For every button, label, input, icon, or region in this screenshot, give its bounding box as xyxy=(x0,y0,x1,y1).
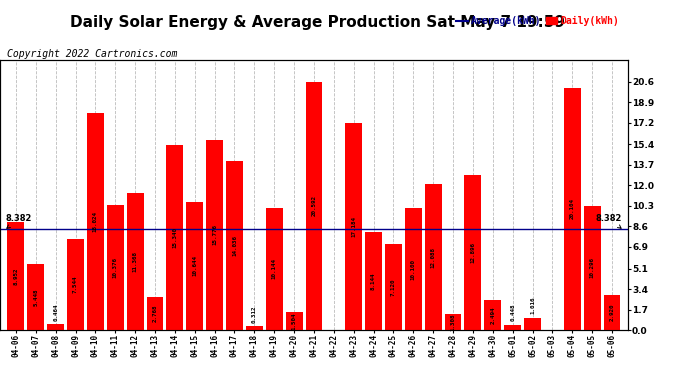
Text: 1.308: 1.308 xyxy=(451,314,455,331)
Bar xyxy=(444,314,462,330)
Text: 15.776: 15.776 xyxy=(212,224,217,245)
Text: 8.144: 8.144 xyxy=(371,272,376,290)
Text: 12.088: 12.088 xyxy=(431,247,435,268)
Text: 10.644: 10.644 xyxy=(193,255,197,276)
Text: 1.016: 1.016 xyxy=(530,297,535,314)
Text: 7.544: 7.544 xyxy=(73,276,78,293)
Text: 10.376: 10.376 xyxy=(112,257,118,278)
Text: 8.382: 8.382 xyxy=(6,214,32,228)
Text: 8.952: 8.952 xyxy=(13,267,19,285)
Bar xyxy=(246,326,263,330)
Text: 18.024: 18.024 xyxy=(93,211,98,232)
Text: 17.184: 17.184 xyxy=(351,216,356,237)
Bar xyxy=(405,208,422,330)
Bar xyxy=(226,161,243,330)
Bar xyxy=(28,264,44,330)
Bar xyxy=(464,174,482,330)
Bar xyxy=(107,205,124,330)
Text: Copyright 2022 Cartronics.com: Copyright 2022 Cartronics.com xyxy=(7,49,177,59)
Bar xyxy=(206,140,223,330)
Text: 14.036: 14.036 xyxy=(232,235,237,256)
Bar xyxy=(166,145,184,330)
Bar xyxy=(504,325,521,330)
Bar xyxy=(186,202,203,330)
Bar xyxy=(8,222,24,330)
Bar xyxy=(47,324,64,330)
Text: 1.504: 1.504 xyxy=(292,312,297,330)
Bar xyxy=(484,300,501,330)
Bar xyxy=(306,82,322,330)
Text: 7.120: 7.120 xyxy=(391,278,396,296)
Text: 10.144: 10.144 xyxy=(272,258,277,279)
Text: 0.448: 0.448 xyxy=(510,303,515,321)
Text: 10.100: 10.100 xyxy=(411,259,416,280)
Bar xyxy=(67,239,84,330)
Text: 10.296: 10.296 xyxy=(590,258,595,279)
Bar xyxy=(584,206,600,330)
Text: 20.104: 20.104 xyxy=(570,198,575,219)
Legend: Average(kWh), Daily(kWh): Average(kWh), Daily(kWh) xyxy=(452,12,623,30)
Bar xyxy=(146,297,164,330)
Text: 0.464: 0.464 xyxy=(53,303,58,321)
Text: 0.312: 0.312 xyxy=(252,305,257,322)
Bar xyxy=(365,232,382,330)
Bar xyxy=(564,88,581,330)
Bar xyxy=(286,312,302,330)
Text: 2.768: 2.768 xyxy=(152,304,157,322)
Text: 2.920: 2.920 xyxy=(609,304,615,321)
Bar xyxy=(425,184,442,330)
Bar xyxy=(266,208,283,330)
Text: 5.448: 5.448 xyxy=(33,288,38,306)
Text: 12.896: 12.896 xyxy=(471,242,475,263)
Text: 11.368: 11.368 xyxy=(132,251,137,272)
Bar xyxy=(345,123,362,330)
Text: 15.340: 15.340 xyxy=(172,227,177,248)
Bar xyxy=(524,318,541,330)
Text: Daily Solar Energy & Average Production Sat May 7 19:59: Daily Solar Energy & Average Production … xyxy=(70,15,565,30)
Bar xyxy=(604,295,620,330)
Bar xyxy=(127,193,144,330)
Bar xyxy=(385,244,402,330)
Text: 8.382: 8.382 xyxy=(595,214,622,228)
Text: 20.592: 20.592 xyxy=(311,195,317,216)
Text: 2.494: 2.494 xyxy=(491,306,495,324)
Bar xyxy=(87,113,104,330)
